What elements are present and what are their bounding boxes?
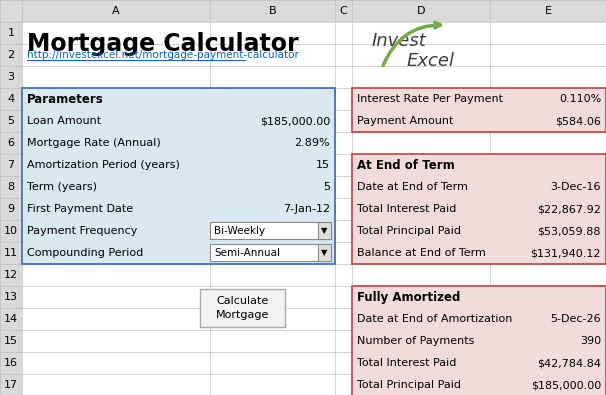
Text: 5: 5: [323, 182, 330, 192]
Text: 2.89%: 2.89%: [295, 138, 330, 148]
Text: 15: 15: [4, 336, 18, 346]
Bar: [210, 222, 331, 239]
Text: Total Interest Paid: Total Interest Paid: [357, 358, 456, 368]
Text: Number of Payments: Number of Payments: [357, 336, 474, 346]
Text: E: E: [545, 6, 551, 16]
Text: Payment Frequency: Payment Frequency: [27, 226, 138, 236]
Text: Parameters: Parameters: [27, 92, 104, 105]
Bar: [352, 154, 606, 264]
Bar: [352, 286, 606, 395]
Text: 0.110%: 0.110%: [559, 94, 601, 104]
Text: Total Principal Paid: Total Principal Paid: [357, 380, 461, 390]
Text: Term (years): Term (years): [27, 182, 97, 192]
Text: Fully Amortized: Fully Amortized: [357, 290, 461, 303]
Text: Invest: Invest: [372, 32, 427, 50]
Text: 11: 11: [4, 248, 18, 258]
Text: Compounding Period: Compounding Period: [27, 248, 143, 258]
Text: Excel: Excel: [407, 51, 455, 70]
Text: Payment Amount: Payment Amount: [357, 116, 453, 126]
Text: 5: 5: [7, 116, 15, 126]
Bar: [318, 222, 331, 239]
Text: Semi-Annual: Semi-Annual: [214, 248, 280, 258]
Text: 8: 8: [7, 182, 15, 192]
Text: $53,059.88: $53,059.88: [538, 226, 601, 236]
Text: D: D: [417, 6, 425, 16]
Text: 17: 17: [4, 380, 18, 390]
Text: 2: 2: [7, 50, 15, 60]
Text: 16: 16: [4, 358, 18, 368]
Text: 9: 9: [7, 204, 15, 214]
Text: 5-Dec-26: 5-Dec-26: [550, 314, 601, 324]
Bar: [318, 244, 331, 261]
Text: ▼: ▼: [321, 248, 327, 258]
Text: $185,000.00: $185,000.00: [260, 116, 330, 126]
Text: 15: 15: [316, 160, 330, 170]
Text: Date at End of Term: Date at End of Term: [357, 182, 468, 192]
Text: $42,784.84: $42,784.84: [537, 358, 601, 368]
Text: Mortgage Calculator: Mortgage Calculator: [27, 32, 299, 56]
Text: 7: 7: [7, 160, 15, 170]
Text: 13: 13: [4, 292, 18, 302]
Text: 6: 6: [7, 138, 15, 148]
Text: Total Interest Paid: Total Interest Paid: [357, 204, 456, 214]
Text: Loan Amount: Loan Amount: [27, 116, 101, 126]
Text: Mortgage Rate (Annual): Mortgage Rate (Annual): [27, 138, 161, 148]
Text: 7-Jan-12: 7-Jan-12: [283, 204, 330, 214]
Text: 10: 10: [4, 226, 18, 236]
Text: Amortization Period (years): Amortization Period (years): [27, 160, 180, 170]
Bar: [0, 0, 606, 22]
Text: 3-Dec-16: 3-Dec-16: [550, 182, 601, 192]
Text: Interest Rate Per Payment: Interest Rate Per Payment: [357, 94, 503, 104]
Text: $131,940.12: $131,940.12: [530, 248, 601, 258]
Text: At End of Term: At End of Term: [357, 158, 454, 171]
Text: Total Principal Paid: Total Principal Paid: [357, 226, 461, 236]
Text: A: A: [112, 6, 120, 16]
Bar: [22, 88, 335, 264]
Text: C: C: [339, 6, 347, 16]
Text: 1: 1: [7, 28, 15, 38]
Text: http://investexcel.net/mortgage-payment-calculator: http://investexcel.net/mortgage-payment-…: [27, 50, 299, 60]
Text: 3: 3: [7, 72, 15, 82]
Text: B: B: [268, 6, 276, 16]
Bar: [0, 0, 22, 395]
Text: $22,867.92: $22,867.92: [537, 204, 601, 214]
Text: 12: 12: [4, 270, 18, 280]
Text: 4: 4: [7, 94, 15, 104]
Text: Date at End of Amortization: Date at End of Amortization: [357, 314, 513, 324]
Text: $185,000.00: $185,000.00: [531, 380, 601, 390]
Bar: [200, 289, 285, 327]
Bar: [352, 88, 606, 132]
Text: Bi-Weekly: Bi-Weekly: [214, 226, 265, 236]
Text: 14: 14: [4, 314, 18, 324]
Text: $584.06: $584.06: [555, 116, 601, 126]
Text: First Payment Date: First Payment Date: [27, 204, 133, 214]
Text: Mortgage: Mortgage: [216, 310, 269, 320]
Text: Balance at End of Term: Balance at End of Term: [357, 248, 486, 258]
Text: 390: 390: [580, 336, 601, 346]
Bar: [210, 244, 331, 261]
Text: Calculate: Calculate: [216, 296, 268, 306]
Text: ▼: ▼: [321, 226, 327, 235]
